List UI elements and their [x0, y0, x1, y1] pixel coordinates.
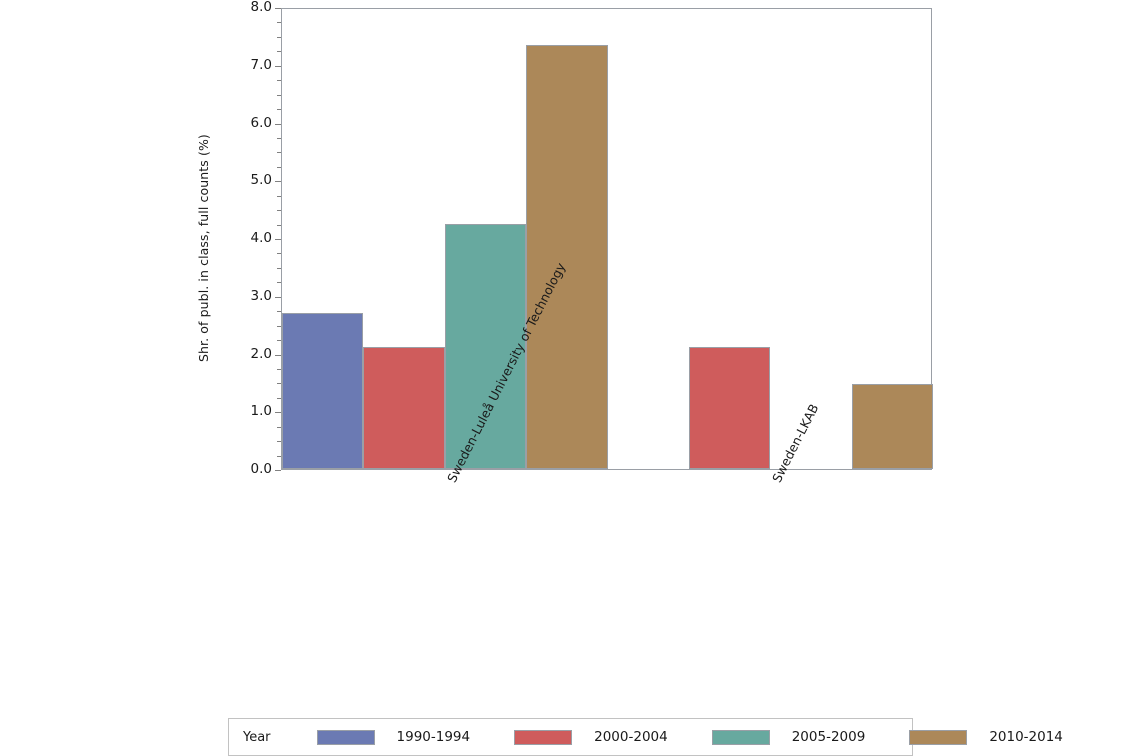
y-tick-label: 2.0: [250, 345, 272, 362]
legend-entry[interactable]: 1990-1994: [316, 729, 471, 745]
legend-swatch: [909, 729, 968, 745]
legend-title: Year: [243, 729, 271, 745]
legend-label: 1990-1994: [396, 729, 471, 745]
y-tick-minor: [277, 383, 281, 385]
y-tick-minor: [277, 109, 281, 111]
y-tick-minor: [277, 340, 281, 342]
y-tick-minor: [277, 94, 281, 96]
y-tick-minor: [277, 426, 281, 428]
y-tick-minor: [277, 22, 281, 24]
y-tick-minor: [277, 455, 281, 457]
y-tick-major: [275, 65, 281, 67]
legend-entry[interactable]: 2010-2014: [909, 729, 1063, 745]
y-tick-minor: [277, 441, 281, 443]
y-tick-label: 5.0: [250, 172, 272, 189]
y-tick-major: [275, 412, 281, 414]
y-tick-label: 7.0: [250, 56, 272, 73]
plot-frame: [281, 8, 933, 470]
legend: Year 1990-1994 2000-2004 2005-2009 2010-201…: [228, 718, 1063, 756]
y-tick-major: [275, 239, 281, 240]
plot-area: [282, 9, 933, 469]
y-tick-label: 3.0: [250, 287, 272, 304]
y-tick-minor: [277, 397, 281, 399]
legend-label: 2010-2014: [989, 729, 1063, 745]
legend-swatch: [711, 729, 770, 745]
bar: [851, 383, 933, 469]
y-tick-minor: [277, 210, 281, 212]
y-tick-major: [275, 470, 281, 471]
y-tick-label: 1.0: [250, 403, 272, 420]
y-tick-minor: [277, 195, 281, 197]
y-tick-major: [275, 181, 281, 183]
y-tick-major: [275, 8, 281, 9]
y-tick-minor: [277, 311, 281, 313]
y-tick-minor: [277, 166, 281, 168]
y-tick-label: 4.0: [250, 230, 272, 246]
bar: [282, 313, 364, 469]
y-tick-minor: [277, 325, 281, 327]
y-tick-major: [275, 296, 281, 298]
bar: [526, 44, 608, 469]
y-tick-label: 8.0: [250, 0, 272, 15]
bar: [444, 224, 527, 469]
y-tick-minor: [277, 267, 281, 269]
bar: [688, 347, 771, 469]
legend-label: 2000-2004: [594, 729, 668, 745]
y-tick-minor: [277, 80, 281, 82]
y-tick-label: 0.0: [250, 461, 272, 477]
y-axis-title: Shr. of publ. in class, full counts (%): [196, 134, 211, 362]
legend-label: 2005-2009: [791, 729, 866, 745]
legend-swatch: [316, 729, 375, 745]
legend-entry[interactable]: 2000-2004: [514, 729, 668, 745]
bar: [363, 347, 445, 469]
y-tick-label: 6.0: [250, 114, 272, 131]
y-tick-minor: [277, 152, 281, 154]
y-tick-major: [275, 354, 281, 356]
y-tick-minor: [277, 36, 281, 38]
legend-swatch: [514, 729, 573, 745]
y-tick-minor: [277, 282, 281, 284]
y-tick-major: [275, 123, 281, 125]
y-tick-minor: [277, 224, 281, 226]
legend-entry[interactable]: 2005-2009: [711, 729, 866, 745]
y-tick-minor: [277, 51, 281, 53]
y-tick-minor: [277, 368, 281, 370]
legend-entries: 1990-1994 2000-2004 2005-2009 2010-2014: [316, 729, 1107, 745]
y-axis-tick-labels: 0.0 1.0 2.0 3.0 4.0 5.0 6.0 7.0 8.0: [228, 0, 272, 480]
y-tick-minor: [277, 137, 281, 139]
y-tick-minor: [277, 253, 281, 255]
